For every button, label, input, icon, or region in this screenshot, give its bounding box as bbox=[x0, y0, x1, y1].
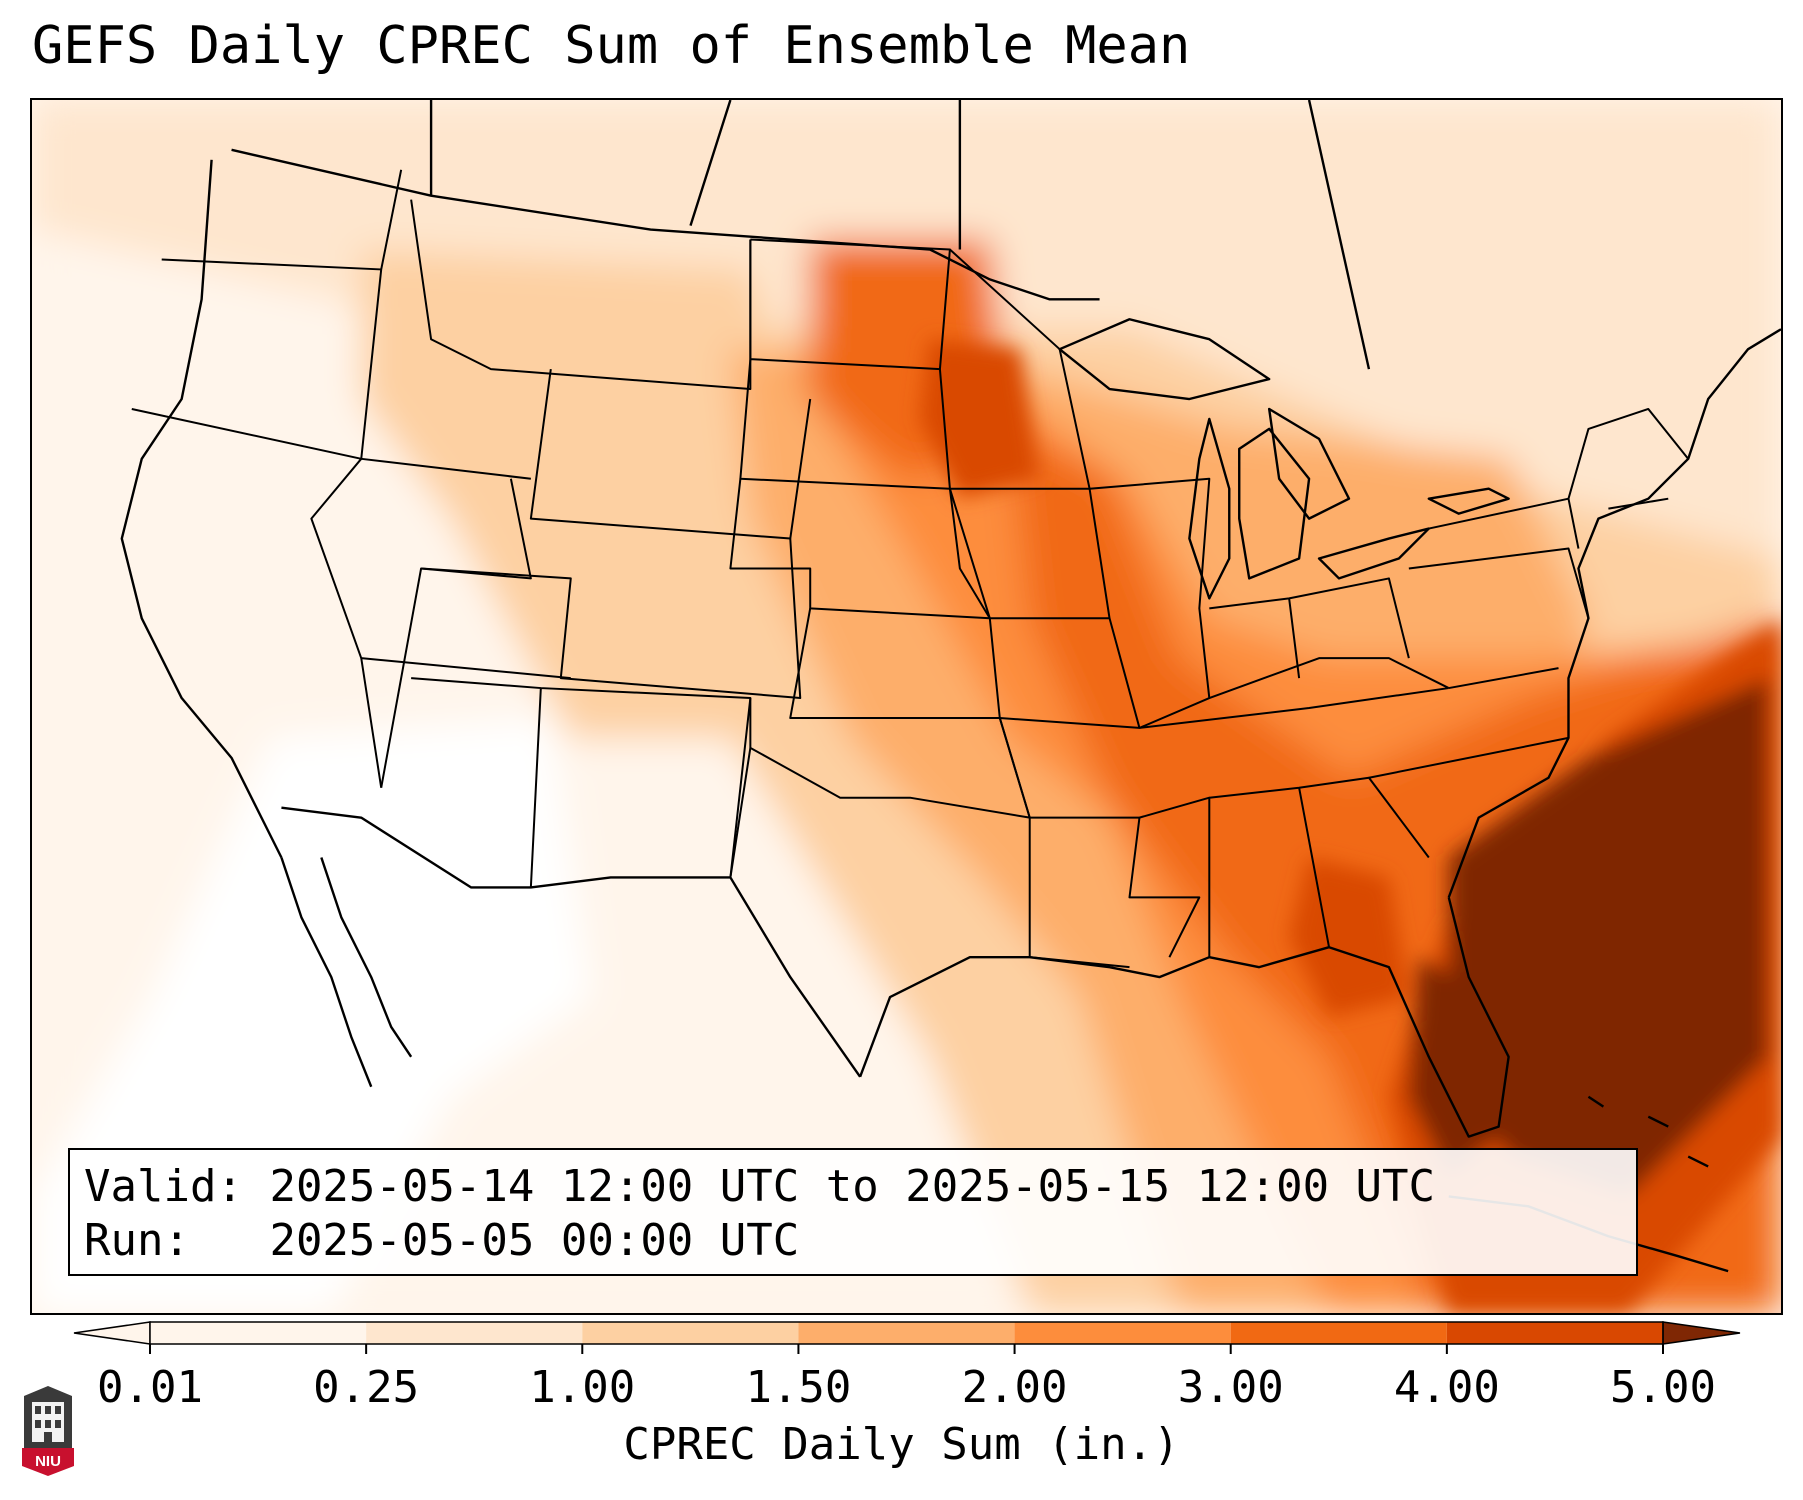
state-tn-ky bbox=[1139, 657, 1450, 729]
east-coast bbox=[1447, 328, 1781, 898]
run-label: Run: bbox=[84, 1215, 190, 1266]
field-max-florida bbox=[1408, 957, 1499, 1177]
colorbar-bin bbox=[582, 1322, 799, 1344]
niu-tower-icon bbox=[22, 1386, 74, 1476]
state-ia-mo bbox=[948, 488, 1141, 729]
state-id bbox=[360, 169, 531, 480]
west-coast bbox=[120, 159, 283, 859]
info-box: Valid: 2025-05-14 12:00 UTC to 2025-05-1… bbox=[68, 1148, 1638, 1276]
colorbar-bin bbox=[366, 1322, 583, 1344]
colorbar-bin bbox=[1230, 1322, 1447, 1344]
state-nd-sd bbox=[739, 238, 951, 490]
state-tx bbox=[729, 747, 1031, 958]
colorbar-over-arrow bbox=[1662, 1321, 1741, 1345]
state-ne-ks bbox=[729, 478, 991, 620]
field-max-atlantic bbox=[1448, 678, 1769, 1197]
field-extreme-minnesota bbox=[919, 339, 1040, 499]
run-value: 2025-05-05 00:00 UTC bbox=[269, 1215, 800, 1266]
colorbar-outline bbox=[149, 1321, 1664, 1345]
colorbar-bins bbox=[73, 1321, 1741, 1345]
bahamas bbox=[1587, 1095, 1709, 1168]
state-wy bbox=[529, 368, 812, 540]
state-four-corners bbox=[361, 657, 571, 680]
colorbar-tick-label: 0.25 bbox=[313, 1362, 419, 1413]
state-nv-ut bbox=[380, 478, 532, 788]
colorbar-tick-label: 0.01 bbox=[97, 1362, 203, 1413]
gulf-of-california bbox=[320, 857, 413, 1058]
colorbar-bin bbox=[1014, 1322, 1231, 1344]
niu-logo: NIU bbox=[22, 1386, 74, 1476]
lake-superior bbox=[1058, 318, 1271, 401]
valid-label: Valid: bbox=[84, 1161, 243, 1212]
colorbar-label: CPREC Daily Sum (in.) bbox=[623, 1419, 1180, 1470]
colorbar-tick-label: 1.00 bbox=[529, 1362, 635, 1413]
logo-text: NIU bbox=[35, 1453, 61, 1470]
gulf-coast bbox=[858, 897, 1510, 1138]
canada-lines bbox=[429, 100, 1371, 370]
lake-huron bbox=[1267, 407, 1351, 520]
colorbar-bin bbox=[1446, 1322, 1663, 1344]
precip-map bbox=[32, 100, 1781, 1313]
colorbar-ticks: 0.01 0.25 1.00 1.50 2.00 3.00 4.00 5.00 bbox=[97, 1344, 1716, 1413]
state-in-oh bbox=[1209, 577, 1410, 679]
state-wi-il bbox=[1089, 477, 1211, 729]
colorbar: 0.01 0.25 1.00 1.50 2.00 3.00 4.00 5.00 bbox=[73, 1321, 1741, 1413]
colorbar-bin bbox=[150, 1322, 367, 1344]
field-none-baja bbox=[281, 857, 452, 1097]
map-title: GEFS Daily CPREC Sum of Ensemble Mean bbox=[32, 16, 1191, 76]
colorbar-tick-label: 4.00 bbox=[1394, 1362, 1500, 1413]
colorbar-under-arrow bbox=[73, 1321, 151, 1345]
colorbar-tick-label: 5.00 bbox=[1610, 1362, 1716, 1413]
state-nc-va bbox=[1368, 667, 1569, 779]
state-lines bbox=[131, 169, 1689, 969]
field-low-rockies bbox=[361, 249, 831, 738]
state-ar-la bbox=[998, 717, 1201, 969]
state-wa-or bbox=[161, 258, 382, 271]
map-panel: Valid: 2025-05-14 12:00 UTC to 2025-05-1… bbox=[30, 98, 1783, 1315]
state-ca-nv bbox=[310, 458, 383, 788]
colorbar-tick-label: 1.50 bbox=[745, 1362, 851, 1413]
colorbar-tick-label: 2.00 bbox=[962, 1362, 1068, 1413]
valid-value: 2025-05-14 12:00 UTC to 2025-05-15 12:00… bbox=[269, 1161, 1436, 1212]
state-or-ca bbox=[131, 408, 362, 460]
baja-coast bbox=[280, 857, 373, 1088]
colorbar-bin bbox=[798, 1322, 1015, 1344]
state-mn bbox=[949, 248, 1091, 490]
lake-michigan bbox=[1188, 417, 1231, 600]
lake-erie bbox=[1317, 527, 1431, 580]
state-new-england bbox=[1567, 407, 1689, 510]
colorbar-tick-label: 3.00 bbox=[1178, 1362, 1284, 1413]
us-mexico-border bbox=[281, 806, 862, 1078]
precip-field-core bbox=[919, 339, 1781, 1313]
michigan-lower bbox=[1238, 427, 1311, 580]
lake-ontario bbox=[1427, 487, 1510, 515]
